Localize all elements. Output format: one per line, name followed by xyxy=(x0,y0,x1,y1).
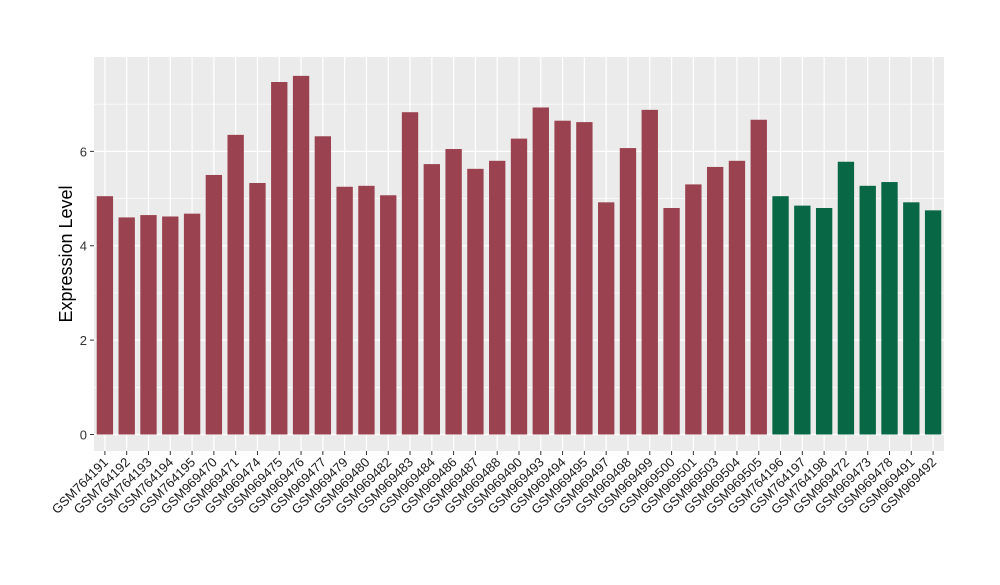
bar-GSM969503 xyxy=(706,166,724,435)
bar-GSM969474 xyxy=(249,182,266,435)
bar-GSM969482 xyxy=(380,195,397,435)
x-axis: GSM764191GSM764192GSM764193GSM764194GSM7… xyxy=(49,451,939,517)
bar-GSM764196 xyxy=(772,196,789,435)
bar-GSM969492 xyxy=(924,210,942,435)
bar-GSM969490 xyxy=(510,138,528,435)
y-axis-title: Expression Level xyxy=(56,185,76,322)
bar-GSM969477 xyxy=(314,136,332,435)
y-tick-label: 4 xyxy=(80,239,87,254)
bar-GSM969504 xyxy=(728,160,746,435)
bar-GSM969494 xyxy=(554,120,571,435)
bar-GSM969487 xyxy=(467,168,484,435)
bar-GSM969505 xyxy=(750,119,767,435)
bar-GSM969480 xyxy=(358,185,375,435)
bar-GSM764198 xyxy=(815,207,833,435)
bar-GSM764191 xyxy=(96,196,114,435)
bar-GSM969486 xyxy=(445,149,462,435)
y-tick-label: 2 xyxy=(80,333,87,348)
bar-GSM969475 xyxy=(271,82,288,435)
y-tick-label: 0 xyxy=(80,427,87,442)
bar-GSM969497 xyxy=(598,202,615,435)
bar-GSM969471 xyxy=(227,134,244,435)
bar-GSM969491 xyxy=(903,202,920,435)
bar-GSM969500 xyxy=(663,207,680,435)
bar-GSM969472 xyxy=(837,161,855,435)
bar-GSM969488 xyxy=(489,160,506,435)
bar-GSM969473 xyxy=(859,185,876,435)
bar-GSM969501 xyxy=(685,184,702,435)
bar-GSM969493 xyxy=(532,107,549,435)
bar-GSM969495 xyxy=(576,122,593,435)
bar-GSM969498 xyxy=(619,148,637,435)
bar-GSM969479 xyxy=(336,186,353,435)
y-axis: 0 2 4 6 xyxy=(80,144,94,442)
y-tick-label: 6 xyxy=(80,144,87,159)
bar-GSM969476 xyxy=(292,75,310,435)
bar-GSM764192 xyxy=(118,217,135,435)
bar-GSM969483 xyxy=(401,112,419,435)
bar-GSM764197 xyxy=(794,205,811,435)
bar-GSM764195 xyxy=(183,213,201,435)
bar-GSM969484 xyxy=(423,164,440,435)
bar-GSM764193 xyxy=(140,215,157,435)
bars-layer xyxy=(96,75,942,435)
bar-GSM764194 xyxy=(162,216,179,435)
bar-GSM969478 xyxy=(881,182,898,435)
bar-GSM969499 xyxy=(641,109,658,435)
bar-GSM969470 xyxy=(205,174,223,435)
